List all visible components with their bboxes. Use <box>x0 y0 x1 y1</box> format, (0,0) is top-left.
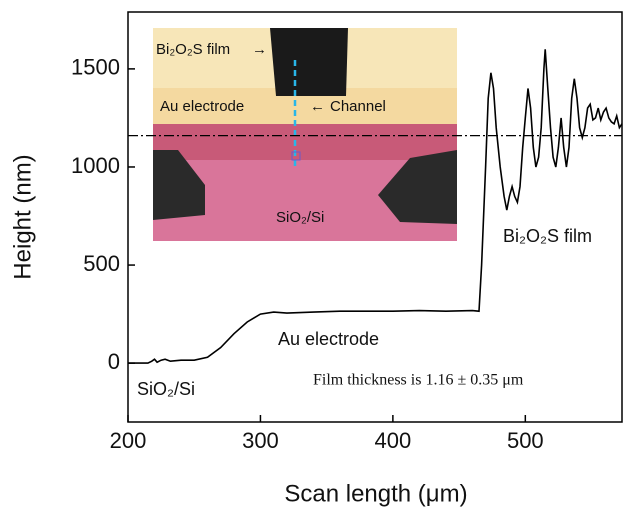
inset-film-label: Bi₂O₂S film <box>156 41 230 58</box>
inset-arrow: ← <box>310 98 325 115</box>
y-tick-label: 1000 <box>71 153 120 178</box>
x-tick-label: 400 <box>375 428 412 453</box>
x-tick-label: 200 <box>110 428 147 453</box>
annotation: SiO₂/Si <box>137 379 195 399</box>
inset-film <box>270 28 348 96</box>
page: Bi₂O₂S film → Au electrode ← Channel SiO… <box>0 0 626 512</box>
inset-substrate-label: SiO₂/Si <box>276 209 324 226</box>
x-tick-label: 300 <box>242 428 279 453</box>
y-tick-label: 0 <box>108 349 120 374</box>
inset-electrode-label: Au electrode <box>160 98 244 115</box>
annotation: Au electrode <box>278 329 379 349</box>
x-tick-label: 500 <box>507 428 544 453</box>
y-axis-label: Height (nm) <box>9 154 36 279</box>
x-axis-label: Scan length (μm) <box>284 480 467 507</box>
y-tick-label: 1500 <box>71 55 120 80</box>
annotation: Film thickness is 1.16 ± 0.35 μm <box>313 372 524 389</box>
inset-channel-label: Channel <box>330 98 386 115</box>
inset-arrow: → <box>252 41 267 58</box>
annotation: Bi₂O₂S film <box>503 226 592 246</box>
chart: Bi₂O₂S film → Au electrode ← Channel SiO… <box>0 0 626 512</box>
y-tick-label: 500 <box>83 251 120 276</box>
